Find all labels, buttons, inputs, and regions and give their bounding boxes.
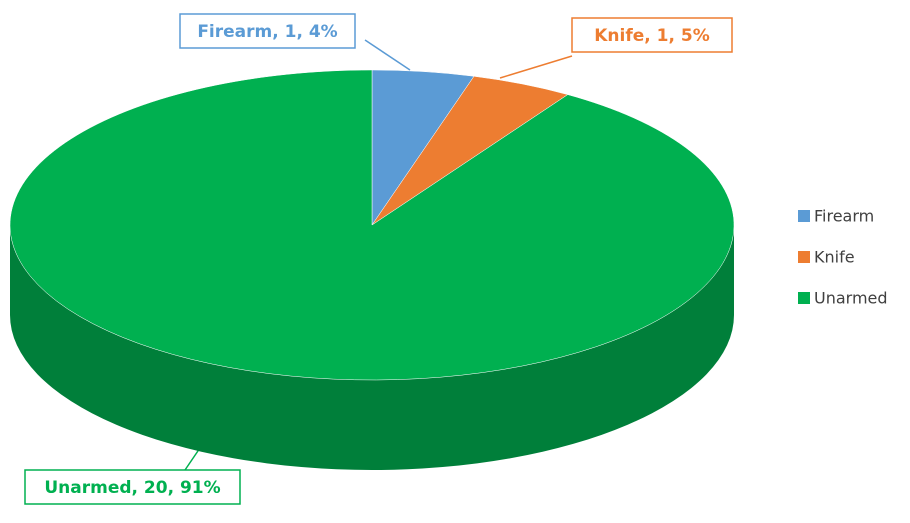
data-label: Firearm, 1, 4%: [197, 22, 337, 42]
data-label-box: [24, 469, 241, 505]
legend-label: Knife: [814, 248, 855, 267]
legend-swatch: [798, 210, 810, 222]
data-label: Knife, 1, 5%: [594, 26, 709, 46]
leader-line: [499, 55, 573, 79]
slice-side: [10, 225, 734, 470]
legend-swatch: [798, 292, 810, 304]
data-label-box: [571, 17, 733, 53]
legend-swatch: [798, 251, 810, 263]
legend-label: Unarmed: [814, 289, 888, 308]
slice: [9, 69, 735, 381]
leader-line: [364, 39, 411, 71]
data-label-box: [179, 13, 356, 49]
data-label: Unarmed, 20, 91%: [44, 478, 220, 498]
legend-label: Firearm: [814, 207, 874, 226]
